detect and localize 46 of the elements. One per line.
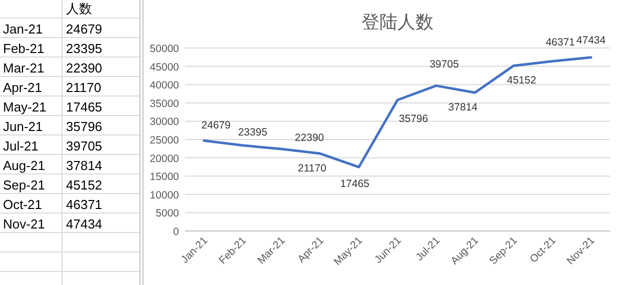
data-label: 37814 (448, 102, 478, 114)
y-tick-label: 15000 (150, 171, 180, 184)
data-label: 22390 (294, 132, 324, 144)
y-tick-label: 50000 (150, 43, 180, 55)
data-label: 24679 (201, 120, 231, 132)
data-label: 39705 (66, 138, 102, 154)
text: 人数 (66, 1, 92, 16)
y-tick-label: 0 (173, 226, 180, 238)
data-label: 17465 (66, 100, 102, 114)
y-tick-label: 30000 (150, 116, 180, 128)
data-label: 17465 (340, 178, 370, 190)
data-label: 45152 (66, 178, 102, 192)
category-label: Nov-21 (3, 216, 45, 232)
category-label: Mar-21 (3, 60, 44, 76)
category-label: Jan-21 (3, 22, 43, 36)
data-label: 47434 (66, 216, 102, 232)
category-label: Oct-21 (3, 197, 42, 212)
data-label: 39705 (430, 58, 459, 71)
data-label: 23395 (238, 126, 268, 138)
category-label: Jul-21 (3, 138, 38, 154)
y-tick-label: 40000 (150, 80, 180, 92)
data-label: 45152 (507, 74, 536, 87)
category-label: Feb-21 (3, 41, 44, 56)
data-label: 22390 (66, 60, 102, 76)
y-tick-label: 10000 (150, 189, 180, 202)
data-label: 24679 (66, 22, 102, 36)
category-label: Sep-21 (3, 178, 45, 192)
data-label: 37814 (66, 158, 102, 173)
chart-title: 登陆人数 (362, 12, 434, 32)
category-label: Aug-21 (3, 158, 45, 173)
y-tick-label: 35000 (150, 98, 180, 110)
data-label: 47434 (576, 34, 606, 46)
data-label: 21170 (298, 162, 326, 175)
data-label: 35796 (398, 112, 428, 125)
y-tick-label: 5000 (156, 208, 180, 220)
data-label: 46371 (66, 197, 102, 212)
y-tick-label: 20000 (150, 152, 180, 165)
category-label: Apr-21 (3, 80, 42, 95)
category-label: Jun-21 (3, 119, 43, 134)
data-label: 46371 (546, 36, 576, 48)
category-label: May-21 (3, 100, 46, 114)
data-label: 21170 (66, 80, 102, 95)
data-label: 35796 (66, 119, 102, 134)
y-tick-label: 25000 (150, 134, 180, 146)
y-tick-label: 45000 (150, 61, 180, 74)
data-label: 23395 (66, 41, 102, 56)
